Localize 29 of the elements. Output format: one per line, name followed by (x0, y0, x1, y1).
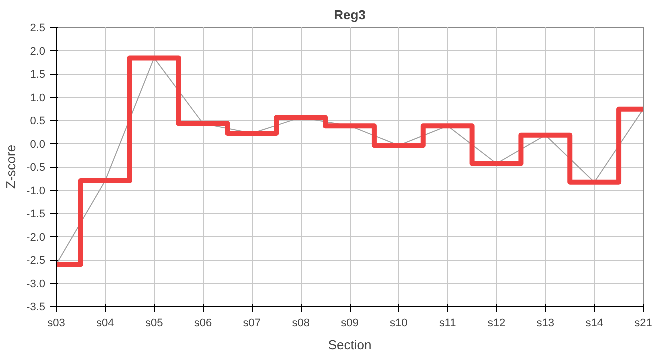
y-tick-label: 2.5 (30, 22, 46, 34)
x-tick-label: s13 (536, 318, 555, 330)
x-tick-label: s11 (439, 318, 456, 330)
y-tick-label: -3.0 (26, 278, 46, 290)
y-tick-label: -1.0 (26, 185, 46, 198)
y-tick-label: -2.5 (26, 255, 46, 267)
y-axis-title: Z-score (4, 144, 19, 190)
y-tick-label: -3.5 (26, 302, 46, 314)
x-tick-label: s09 (341, 318, 359, 330)
x-axis-title: Section (328, 338, 372, 352)
y-tick-label: 1.0 (30, 92, 46, 104)
x-tick-label: s08 (292, 318, 310, 330)
x-tick-label: s03 (48, 318, 66, 330)
y-tick-label: 2.0 (30, 46, 46, 58)
y-tick-label: 1.5 (30, 69, 46, 81)
y-tick-label: -1.5 (26, 208, 46, 220)
x-tick-label: s06 (194, 318, 212, 330)
x-tick-label: s04 (96, 318, 114, 330)
x-tick-label: s10 (390, 318, 408, 330)
y-tick-label: 0.0 (30, 138, 46, 151)
x-tick-label: s14 (586, 318, 604, 330)
x-tick-label: s05 (145, 318, 164, 330)
y-tick-label: -2.0 (26, 232, 46, 244)
chart-title: Reg3 (334, 8, 366, 22)
y-tick-label: 0.5 (30, 116, 46, 128)
y-tick-label: -0.5 (26, 162, 46, 174)
x-tick-label: s21 (634, 318, 652, 330)
x-tick-label: s07 (243, 318, 262, 330)
x-tick-label: s12 (488, 318, 506, 330)
